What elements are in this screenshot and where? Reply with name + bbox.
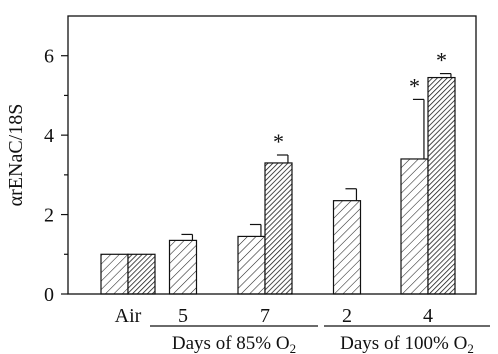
group-label-1: Days of 85% O2: [172, 333, 296, 354]
group-label-subscript-1: 2: [290, 341, 297, 354]
significance-mark-4-series-2: *: [436, 48, 447, 73]
bar-5-series-1: [168, 239, 198, 295]
bar-Air-series-2: [127, 253, 156, 295]
bar-7-series-2: [264, 162, 293, 295]
y-tick-label-0: 0: [44, 284, 54, 306]
bar-Air-series-1: [100, 253, 129, 295]
x-category-label-5: 5: [178, 305, 188, 327]
group-label-text-1: Days of 85% O: [172, 333, 290, 354]
x-axis-group-labels: Days of 85% O2 Days of 100% O2: [150, 325, 490, 354]
bar-4-series-2: [427, 76, 456, 295]
plot-frame: [67, 15, 477, 295]
y-tick-label-4: 4: [44, 125, 54, 147]
group-label-2: Days of 100% O2: [340, 333, 474, 354]
group-label-text-2: Days of 100% O: [340, 333, 467, 354]
y-tick-label-2: 2: [44, 205, 54, 227]
y-axis-ticks: 0 2 4 6: [44, 46, 68, 306]
y-axis-label: αrENaC/18S: [5, 104, 27, 207]
x-axis-category-labels: Air 5 7 2 4: [115, 305, 433, 327]
bar-7-series-1: [237, 235, 266, 295]
y-tick-label-6: 6: [44, 46, 54, 68]
x-category-label-7: 7: [260, 305, 270, 327]
bar-4-series-1: [400, 158, 429, 295]
x-category-label-Air: Air: [115, 305, 142, 327]
group-label-subscript-2: 2: [467, 341, 474, 354]
bar-series: * * *: [100, 48, 456, 295]
x-category-label-2: 2: [342, 305, 352, 327]
significance-mark-7-series-2: *: [273, 129, 284, 154]
x-category-label-4: 4: [423, 305, 433, 327]
bar-2-series-1: [332, 200, 362, 295]
significance-mark-4-series-1: *: [409, 73, 420, 98]
